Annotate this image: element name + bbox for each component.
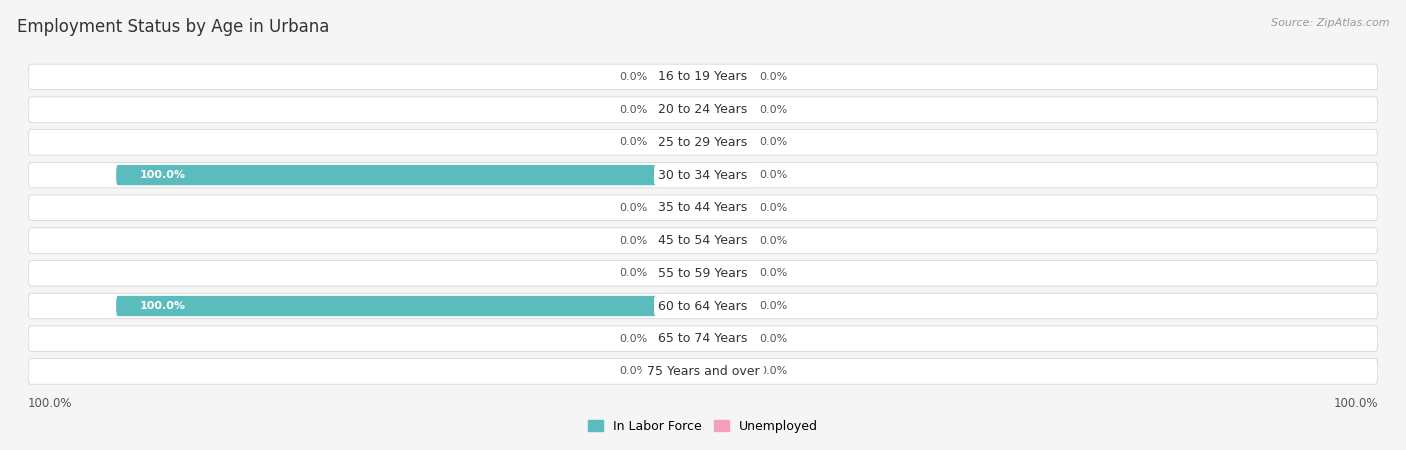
Text: 60 to 64 Years: 60 to 64 Years — [658, 300, 748, 312]
Text: 65 to 74 Years: 65 to 74 Years — [658, 332, 748, 345]
Text: 0.0%: 0.0% — [759, 366, 787, 377]
FancyBboxPatch shape — [28, 261, 1378, 286]
Text: 0.0%: 0.0% — [759, 301, 787, 311]
FancyBboxPatch shape — [28, 130, 1378, 155]
Text: 0.0%: 0.0% — [759, 334, 787, 344]
FancyBboxPatch shape — [703, 67, 749, 87]
FancyBboxPatch shape — [657, 99, 703, 120]
Text: 0.0%: 0.0% — [759, 72, 787, 82]
FancyBboxPatch shape — [28, 97, 1378, 122]
FancyBboxPatch shape — [28, 359, 1378, 384]
Text: 55 to 59 Years: 55 to 59 Years — [658, 267, 748, 280]
Text: 0.0%: 0.0% — [759, 170, 787, 180]
FancyBboxPatch shape — [703, 165, 749, 185]
FancyBboxPatch shape — [703, 198, 749, 218]
Text: 0.0%: 0.0% — [759, 137, 787, 147]
FancyBboxPatch shape — [657, 198, 703, 218]
FancyBboxPatch shape — [657, 263, 703, 284]
Text: 0.0%: 0.0% — [619, 72, 647, 82]
Text: 0.0%: 0.0% — [619, 334, 647, 344]
FancyBboxPatch shape — [703, 263, 749, 284]
FancyBboxPatch shape — [703, 230, 749, 251]
FancyBboxPatch shape — [28, 162, 1378, 188]
Text: 0.0%: 0.0% — [759, 203, 787, 213]
FancyBboxPatch shape — [703, 132, 749, 153]
Text: 0.0%: 0.0% — [619, 366, 647, 377]
Text: 0.0%: 0.0% — [619, 137, 647, 147]
FancyBboxPatch shape — [703, 328, 749, 349]
Text: Source: ZipAtlas.com: Source: ZipAtlas.com — [1271, 18, 1389, 28]
Text: 0.0%: 0.0% — [619, 203, 647, 213]
FancyBboxPatch shape — [703, 361, 749, 382]
FancyBboxPatch shape — [657, 132, 703, 153]
Text: 30 to 34 Years: 30 to 34 Years — [658, 169, 748, 182]
FancyBboxPatch shape — [657, 361, 703, 382]
Legend: In Labor Force, Unemployed: In Labor Force, Unemployed — [583, 414, 823, 438]
Text: 0.0%: 0.0% — [619, 105, 647, 115]
Text: 16 to 19 Years: 16 to 19 Years — [658, 70, 748, 83]
Text: 45 to 54 Years: 45 to 54 Years — [658, 234, 748, 247]
Text: 0.0%: 0.0% — [759, 105, 787, 115]
Text: 100.0%: 100.0% — [1333, 397, 1378, 410]
Text: Employment Status by Age in Urbana: Employment Status by Age in Urbana — [17, 18, 329, 36]
Text: 0.0%: 0.0% — [619, 235, 647, 246]
FancyBboxPatch shape — [28, 293, 1378, 319]
FancyBboxPatch shape — [657, 67, 703, 87]
FancyBboxPatch shape — [28, 64, 1378, 90]
Text: 20 to 24 Years: 20 to 24 Years — [658, 103, 748, 116]
Text: 100.0%: 100.0% — [28, 397, 73, 410]
FancyBboxPatch shape — [28, 228, 1378, 253]
Text: 100.0%: 100.0% — [139, 170, 186, 180]
Text: 0.0%: 0.0% — [759, 235, 787, 246]
FancyBboxPatch shape — [117, 296, 703, 316]
FancyBboxPatch shape — [28, 326, 1378, 351]
FancyBboxPatch shape — [657, 328, 703, 349]
FancyBboxPatch shape — [657, 230, 703, 251]
Text: 25 to 29 Years: 25 to 29 Years — [658, 136, 748, 149]
Text: 75 Years and over: 75 Years and over — [647, 365, 759, 378]
Text: 100.0%: 100.0% — [139, 301, 186, 311]
Text: 0.0%: 0.0% — [619, 268, 647, 278]
Text: 0.0%: 0.0% — [759, 268, 787, 278]
FancyBboxPatch shape — [703, 99, 749, 120]
FancyBboxPatch shape — [28, 195, 1378, 220]
Text: 35 to 44 Years: 35 to 44 Years — [658, 201, 748, 214]
FancyBboxPatch shape — [117, 165, 703, 185]
FancyBboxPatch shape — [703, 296, 749, 316]
